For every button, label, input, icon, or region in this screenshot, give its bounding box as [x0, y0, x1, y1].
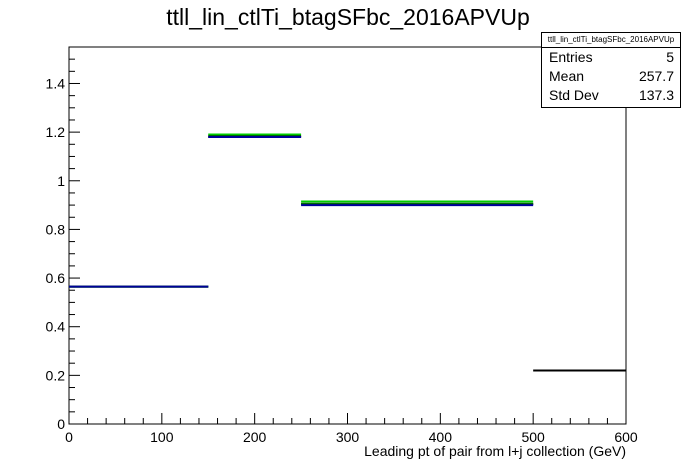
- stats-row-mean: Mean 257.7: [542, 67, 680, 86]
- stats-label: Entries: [549, 49, 593, 65]
- y-tick-label: 0.4: [46, 319, 66, 335]
- stats-value: 5: [666, 49, 674, 65]
- stats-label: Std Dev: [549, 87, 599, 103]
- x-tick-label: 200: [243, 429, 267, 445]
- x-tick-label: 100: [150, 429, 174, 445]
- y-tick-label: 1.4: [46, 75, 66, 91]
- y-tick-label: 0.6: [46, 270, 66, 286]
- stats-row-entries: Entries 5: [542, 48, 680, 67]
- x-tick-label: 500: [521, 429, 545, 445]
- stats-row-stddev: Std Dev 137.3: [542, 86, 680, 105]
- x-tick-label: 600: [614, 429, 638, 445]
- y-tick-label: 0: [57, 416, 65, 432]
- y-tick-label: 0.8: [46, 221, 66, 237]
- x-tick-label: 0: [65, 429, 73, 445]
- stats-value: 257.7: [638, 68, 674, 84]
- x-axis-label: Leading pt of pair from l+j collection (…: [364, 443, 626, 459]
- stats-value: 137.3: [638, 87, 674, 103]
- y-tick-label: 0.2: [46, 367, 66, 383]
- stats-label: Mean: [549, 68, 585, 84]
- x-tick-label: 400: [429, 429, 453, 445]
- x-tick-label: 300: [336, 429, 360, 445]
- y-tick-label: 1: [57, 173, 65, 189]
- stats-box-title: ttll_lin_ctlTi_btagSFbc_2016APVUp: [542, 33, 680, 48]
- stats-box: ttll_lin_ctlTi_btagSFbc_2016APVUp Entrie…: [541, 32, 681, 108]
- chart-title: ttll_lin_ctlTi_btagSFbc_2016APVUp: [166, 4, 530, 30]
- y-tick-label: 1.2: [46, 124, 66, 140]
